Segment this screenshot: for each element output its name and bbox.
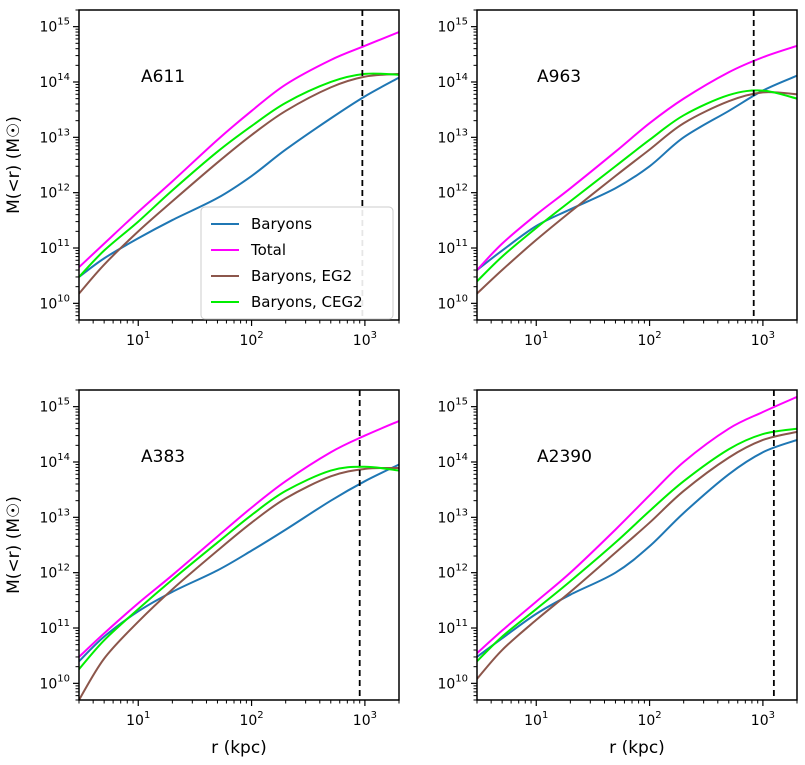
series-line-baryons-eg2 [79,72,399,295]
panel-a2390: 101 102 103 1010 1011 1012 1013 1014 1015 A2390 r … [437,389,798,758]
y-tick-label: 1011 [437,618,468,637]
y-tick-label: 1011 [39,238,70,257]
x-tick-label: 102 [239,330,263,349]
series-line-baryons [477,439,797,658]
series-line-baryons-ceg2 [79,465,399,670]
x-tick-label: 103 [353,710,377,729]
plot-frame [78,389,400,701]
y-tick-label: 1015 [437,17,468,36]
x-tick-label: 103 [751,330,775,349]
y-tick-label: 1014 [39,452,70,471]
series-line-baryons-ceg2 [79,72,399,278]
plot-frame [476,389,798,701]
y-tick-label: 1012 [39,563,70,582]
y-tick-label: 1013 [437,127,468,146]
y-tick-label: 1014 [39,72,70,91]
legend-box [200,206,394,320]
panel-title: A611 [141,67,185,87]
legend: Baryons Total Baryons, EG2 Baryons, CEG2 [200,206,394,320]
y-tick-label: 1013 [39,127,70,146]
plot-frame [476,9,798,321]
series-line-baryons-ceg2 [477,427,797,663]
y-axis-label: M(<r) (M☉) [4,116,24,214]
y-tick-label: 1015 [39,397,70,416]
legend-entry-label: Total [250,241,286,259]
y-tick-label: 1012 [39,183,70,202]
x-tick-label: 101 [524,330,548,349]
plot-frame [78,9,400,321]
y-tick-label: 1012 [437,563,468,582]
y-tick-label: 1013 [437,507,468,526]
x-tick-label: 101 [126,710,150,729]
y-tick-label: 1011 [437,238,468,257]
legend-entry-label: Baryons [251,215,312,233]
y-tick-label: 1015 [437,397,468,416]
series-group [477,395,797,680]
series-line-total [477,44,797,271]
y-tick-label: 1014 [437,72,468,91]
series-line-total [477,395,797,654]
y-axis-label: M(<r) (M☉) [4,496,24,594]
panel-a963: 101 102 103 1010 1011 1012 1013 1014 1015 A963 [437,9,798,349]
series-line-baryons-ceg2 [477,89,797,283]
legend-entry-label: Baryons, CEG2 [251,293,363,311]
legend-entry-label: Baryons, EG2 [251,267,352,285]
y-tick-label: 1010 [39,293,70,312]
x-tick-label: 101 [126,330,150,349]
panel-title: A2390 [537,447,592,467]
panel-a611: 101 102 103 1010 1011 1012 1013 1014 1015 A611 M(<… [4,9,400,349]
series-line-total [79,31,399,268]
series-line-total [79,420,399,658]
y-tick-label: 1010 [437,293,468,312]
series-line-baryons [477,74,797,271]
y-tick-label: 1012 [437,183,468,202]
series-line-baryons-eg2 [79,466,399,700]
x-tick-label: 102 [637,330,661,349]
x-tick-label: 102 [637,710,661,729]
series-line-baryons-eg2 [477,430,797,680]
y-tick-label: 1013 [39,507,70,526]
y-tick-label: 1015 [39,17,70,36]
series-line-baryons-eg2 [477,91,797,295]
x-tick-label: 102 [239,710,263,729]
panel-a383: 101 102 103 1010 1011 1012 1013 1014 1015 A383 M(<… [4,389,400,758]
panel-title: A383 [141,447,185,467]
x-tick-label: 103 [751,710,775,729]
x-tick-label: 103 [353,330,377,349]
series-group [79,420,399,700]
x-axis-label: r (kpc) [211,738,267,758]
y-tick-label: 1014 [437,452,468,471]
x-axis-label: r (kpc) [609,738,665,758]
x-tick-label: 101 [524,710,548,729]
series-group [79,31,399,295]
series-group [477,44,797,295]
y-tick-label: 1010 [39,673,70,692]
panel-title: A963 [537,67,581,87]
y-tick-label: 1010 [437,673,468,692]
y-tick-label: 1011 [39,618,70,637]
